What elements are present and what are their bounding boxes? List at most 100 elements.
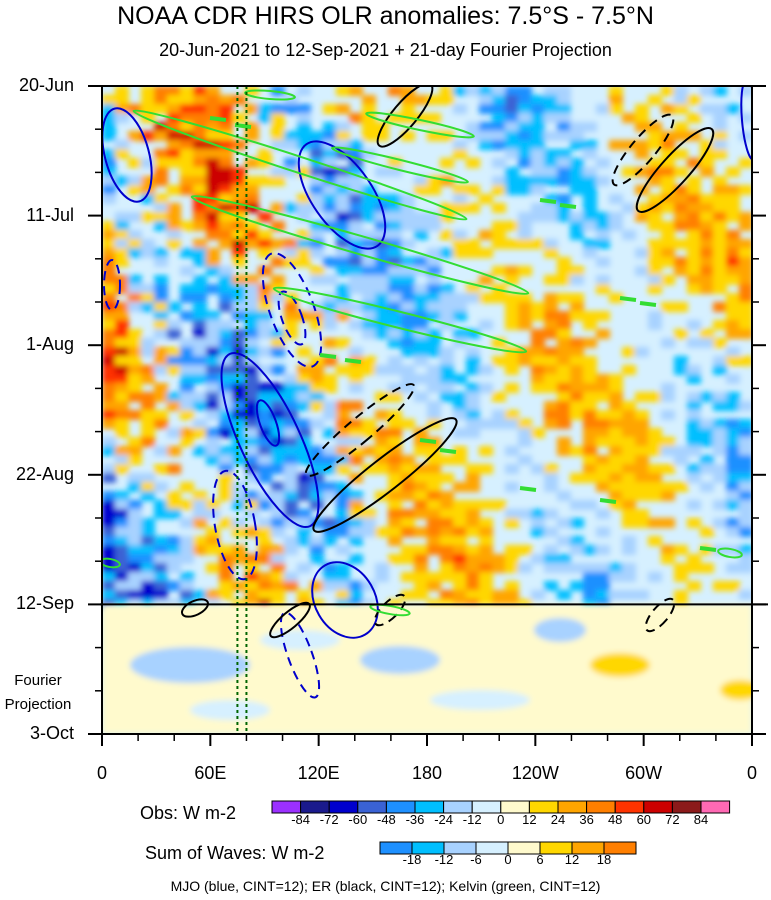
field-cell: [102, 221, 116, 231]
field-cell: [531, 365, 545, 375]
field-cell: [141, 158, 155, 168]
field-cell: [557, 311, 571, 321]
field-cell: [596, 158, 610, 168]
field-cell: [687, 374, 701, 384]
field-cell: [102, 491, 116, 501]
field-cell: [505, 356, 519, 366]
field-cell: [362, 185, 376, 195]
mjo-contour: [261, 252, 323, 368]
field-cell: [479, 122, 493, 132]
field-cell: [700, 158, 714, 168]
wave-contours: [102, 86, 752, 699]
field-cell: [271, 563, 285, 573]
field-cell: [297, 401, 311, 411]
field-cell: [583, 392, 597, 402]
mjo-contour: [277, 290, 307, 346]
field-cell: [583, 374, 597, 384]
field-cell: [206, 500, 220, 510]
field-cell: [232, 284, 246, 294]
field-cell: [557, 122, 571, 132]
field-cell: [219, 149, 233, 159]
field-cell: [674, 149, 688, 159]
field-cell: [102, 329, 116, 339]
field-cell: [466, 401, 480, 411]
field-cell: [674, 545, 688, 555]
field-cell: [180, 221, 194, 231]
field-cell: [531, 203, 545, 213]
field-cell: [362, 527, 376, 537]
field-cell: [635, 167, 649, 177]
field-cell: [427, 329, 441, 339]
field-cell: [687, 392, 701, 402]
field-cell: [115, 113, 129, 123]
field-cell: [453, 185, 467, 195]
field-cell: [375, 563, 389, 573]
field-cell: [258, 230, 272, 240]
colorbar-level-label: -12: [434, 852, 454, 867]
field-cell: [427, 275, 441, 285]
field-cell: [206, 158, 220, 168]
field-cell: [570, 383, 584, 393]
field-cell: [414, 293, 428, 303]
field-cell: [440, 518, 454, 528]
field-cell: [284, 320, 298, 330]
field-cell: [349, 185, 363, 195]
field-cell: [206, 527, 220, 537]
field-cell: [414, 590, 428, 600]
field-cell: [609, 572, 623, 582]
field-cell: [583, 590, 597, 600]
field-cell: [466, 122, 480, 132]
field-cell: [115, 176, 129, 186]
field-cell: [310, 167, 324, 177]
field-cell: [557, 167, 571, 177]
field-cell: [479, 464, 493, 474]
field-cell: [713, 446, 727, 456]
field-cell: [115, 239, 129, 249]
field-cell: [687, 284, 701, 294]
field-cell: [362, 194, 376, 204]
field-cell: [492, 176, 506, 186]
field-cell: [297, 365, 311, 375]
field-cell: [115, 320, 129, 330]
field-cell: [271, 365, 285, 375]
field-cell: [258, 581, 272, 591]
field-cell: [284, 545, 298, 555]
field-cell: [180, 410, 194, 420]
field-cell: [635, 113, 649, 123]
field-cell: [401, 464, 415, 474]
field-cell: [557, 158, 571, 168]
field-cell: [583, 572, 597, 582]
field-cell: [544, 131, 558, 141]
field-cell: [154, 167, 168, 177]
field-cell: [648, 131, 662, 141]
mjo-contour: [311, 561, 379, 639]
field-cell: [739, 428, 752, 438]
field-cell: [466, 419, 480, 429]
field-cell: [635, 149, 649, 159]
field-cell: [505, 185, 519, 195]
field-cell: [739, 464, 752, 474]
field-cell: [271, 401, 285, 411]
field-cell: [310, 365, 324, 375]
field-cell: [557, 257, 571, 267]
y-tick-label: 12-Sep: [15, 593, 74, 614]
field-cell: [739, 527, 752, 537]
field-cell: [401, 545, 415, 555]
field-cell: [700, 455, 714, 465]
field-cell: [388, 446, 402, 456]
field-cell: [453, 527, 467, 537]
field-cell: [557, 104, 571, 114]
field-cell: [102, 149, 116, 159]
field-cell: [388, 500, 402, 510]
er-contour: [644, 597, 676, 633]
field-cell: [583, 122, 597, 132]
field-cell: [596, 572, 610, 582]
field-cell: [206, 266, 220, 276]
field-cell: [557, 266, 571, 276]
field-cell: [518, 122, 532, 132]
field-cell: [323, 563, 337, 573]
field-cell: [349, 554, 363, 564]
field-cell: [583, 545, 597, 555]
field-cell: [557, 293, 571, 303]
field-cell: [128, 446, 142, 456]
